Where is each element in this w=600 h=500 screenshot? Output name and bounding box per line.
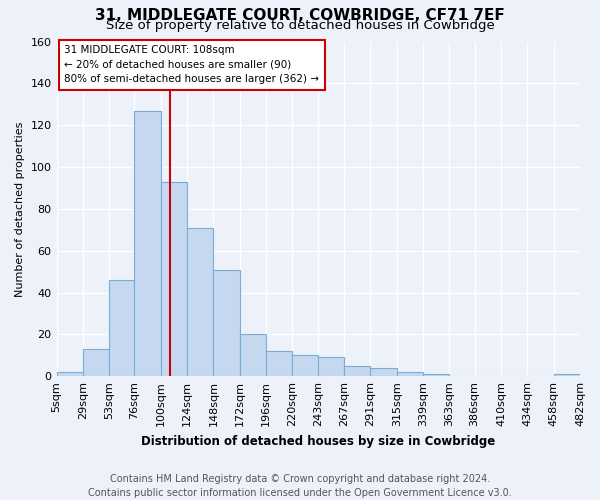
Bar	[214, 270, 240, 376]
Bar	[266, 351, 292, 376]
Bar	[187, 228, 214, 376]
Bar	[344, 366, 370, 376]
Text: 31, MIDDLEGATE COURT, COWBRIDGE, CF71 7EF: 31, MIDDLEGATE COURT, COWBRIDGE, CF71 7E…	[95, 8, 505, 22]
Bar	[83, 349, 109, 376]
Bar	[134, 110, 161, 376]
Text: 31 MIDDLEGATE COURT: 108sqm
← 20% of detached houses are smaller (90)
80% of sem: 31 MIDDLEGATE COURT: 108sqm ← 20% of det…	[64, 45, 319, 84]
Text: Size of property relative to detached houses in Cowbridge: Size of property relative to detached ho…	[106, 18, 494, 32]
Y-axis label: Number of detached properties: Number of detached properties	[15, 121, 25, 296]
X-axis label: Distribution of detached houses by size in Cowbridge: Distribution of detached houses by size …	[141, 434, 496, 448]
Bar	[292, 356, 318, 376]
Bar	[554, 374, 580, 376]
Bar	[318, 358, 344, 376]
Bar	[109, 280, 134, 376]
Bar	[370, 368, 397, 376]
Bar	[56, 372, 83, 376]
Bar	[397, 372, 423, 376]
Bar	[161, 182, 187, 376]
Bar	[423, 374, 449, 376]
Text: Contains HM Land Registry data © Crown copyright and database right 2024.
Contai: Contains HM Land Registry data © Crown c…	[88, 474, 512, 498]
Bar	[240, 334, 266, 376]
